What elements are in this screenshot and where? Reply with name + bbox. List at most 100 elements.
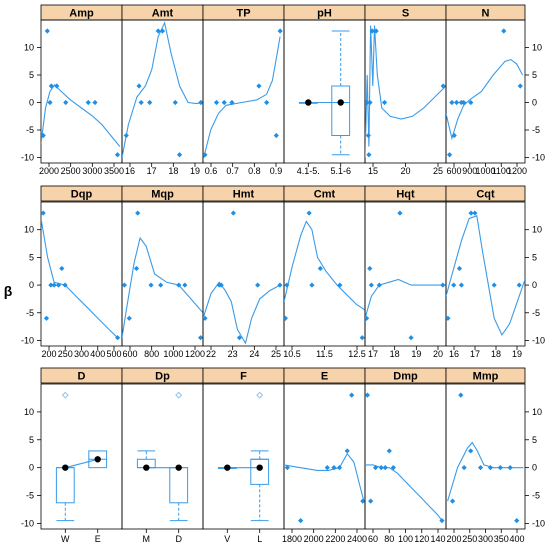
y-tick-label: 10: [532, 225, 542, 235]
x-tick-label: M: [143, 534, 151, 544]
panel-content: [203, 210, 283, 345]
data-point: [147, 99, 153, 106]
panel-title: Hmt: [233, 189, 255, 201]
panel-title: N: [482, 8, 490, 20]
x-tick-label: 16: [125, 166, 135, 176]
panel-frame: [202, 201, 285, 347]
y-tick-label: -5: [26, 308, 34, 318]
data-point: [446, 152, 453, 158]
box: [55, 467, 75, 504]
data-point: [368, 282, 374, 288]
x-tick-label: 250: [462, 534, 477, 544]
data-point: [182, 282, 188, 288]
panel-content: [55, 391, 108, 522]
data-point: [501, 28, 507, 34]
y-tick-label: 10: [24, 225, 34, 235]
panel-hmt: Hmt 22 23 24 25: [202, 185, 285, 359]
panel-title: TP: [236, 8, 250, 20]
x-tick-label: 17: [368, 349, 378, 359]
y-tick-label: 0: [532, 98, 537, 108]
x-tick-label: 200: [41, 349, 56, 359]
panel-content: [446, 28, 524, 158]
x-tick-label: 2400: [347, 534, 367, 544]
data-point: [44, 28, 50, 34]
panel-cqt: Cqt 16 17 18 19 -10 -5 0 5 10: [445, 185, 545, 359]
y-tick-label: 10: [532, 43, 542, 53]
panel-d: D W E -10 -5 0 5 10: [21, 367, 123, 544]
panel-e: E 1800 2000 2200 2400: [282, 367, 367, 544]
y-tick-label: -10: [21, 518, 34, 528]
data-point: [230, 210, 236, 216]
data-point: [41, 210, 46, 216]
x-tick-label: 60: [368, 534, 378, 544]
panel-frame: [202, 19, 285, 164]
panel-amp: Amp 2000 2500 3000 3500 -10 -5 0 5 10: [21, 4, 124, 176]
data-point: [461, 465, 467, 471]
box: [331, 85, 351, 136]
panel-content: [217, 391, 270, 522]
panel-frame: [445, 201, 526, 347]
panel-cmt: Cmt 10.5 11.5 12.5: [283, 185, 366, 359]
x-tick-label: 1200: [507, 166, 527, 176]
x-tick-label: 120: [414, 534, 429, 544]
x-tick-label: 1200: [185, 349, 205, 359]
panel-content: [122, 21, 203, 158]
panel-content: [446, 210, 525, 337]
x-tick-label: 16: [449, 349, 459, 359]
data-point: [218, 282, 224, 288]
data-point: [451, 132, 457, 139]
x-tick-label: 300: [478, 534, 493, 544]
x-tick-label: 25: [433, 166, 443, 176]
x-tick-label: V: [224, 534, 230, 544]
x-tick-label: 19: [512, 349, 522, 359]
panel-dp: Dp M D: [121, 367, 204, 544]
x-tick-label: 2500: [61, 166, 81, 176]
outlier-point: [175, 391, 183, 399]
data-point: [236, 335, 243, 341]
data-point: [155, 28, 161, 34]
panel-title: Cqt: [476, 189, 495, 201]
panel-dmp: Dmp 60 80 100 120 140: [364, 367, 447, 544]
data-point: [306, 210, 312, 216]
box-group-5.1-6: [331, 30, 351, 156]
data-point: [446, 315, 451, 321]
data-point: [133, 265, 140, 272]
mean-point: [256, 464, 263, 471]
data-point: [468, 210, 474, 216]
y-tick-label: 0: [532, 463, 537, 473]
panel-frame: [364, 201, 447, 347]
panel-strip: [445, 185, 526, 202]
data-point: [198, 99, 203, 106]
data-point: [349, 392, 355, 398]
x-tick-label: 0.7: [226, 166, 239, 176]
data-point: [440, 282, 446, 288]
panel-frame: [121, 19, 204, 164]
data-point: [381, 99, 388, 106]
mean-point: [337, 99, 344, 106]
y-tick-label: 5: [29, 70, 34, 80]
x-tick-label: W: [61, 534, 70, 544]
panel-content: [284, 210, 365, 341]
data-point: [461, 99, 467, 106]
data-point: [284, 465, 290, 471]
panel-mmp: Mmp 200 250 300 350 400 -10 -5 0 5 10: [445, 367, 545, 544]
panel-content: [365, 392, 445, 524]
panel-content: [41, 28, 121, 158]
mean-point: [62, 464, 69, 471]
x-tick-label: 600: [122, 349, 137, 359]
panel-title: S: [402, 8, 409, 20]
data-point: [454, 99, 460, 106]
panel-title: pH: [317, 8, 332, 20]
y-tick-label: 0: [29, 280, 34, 290]
x-tick-label: 23: [228, 349, 238, 359]
data-point: [264, 99, 270, 106]
panel-title: Hqt: [396, 189, 415, 201]
data-point: [197, 335, 203, 341]
data-point: [114, 152, 121, 158]
data-point: [468, 448, 474, 454]
panel-mqp: Mqp 600 800 1000 1200: [121, 185, 205, 359]
data-point: [477, 465, 484, 471]
panel-content: [298, 30, 351, 156]
x-tick-label: 140: [430, 534, 445, 544]
data-point: [439, 518, 445, 524]
